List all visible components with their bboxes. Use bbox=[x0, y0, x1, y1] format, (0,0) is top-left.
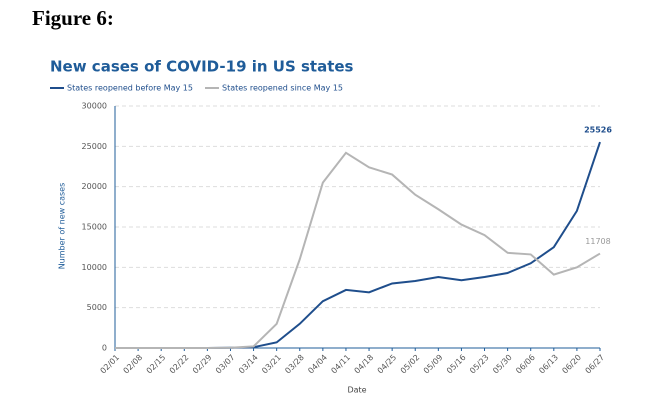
series-line bbox=[115, 141, 601, 349]
x-axis-label: Date bbox=[347, 386, 366, 395]
x-tick-label: 05/23 bbox=[468, 353, 491, 376]
series-line bbox=[115, 151, 601, 349]
x-tick-label: 03/07 bbox=[214, 353, 237, 376]
y-tick-label: 30000 bbox=[82, 102, 107, 111]
y-tick-label: 20000 bbox=[82, 182, 107, 191]
data-label: 11708 bbox=[585, 237, 610, 246]
legend-label: States reopened since May 15 bbox=[222, 84, 343, 93]
y-axis-label: Number of new cases bbox=[58, 183, 67, 270]
y-tick-label: 5000 bbox=[87, 303, 107, 312]
y-tick-label: 15000 bbox=[82, 223, 107, 232]
x-tick-label: 05/30 bbox=[491, 353, 514, 376]
y-tick-label: 10000 bbox=[82, 263, 107, 272]
x-tick-label: 02/22 bbox=[168, 353, 191, 376]
x-tick-label: 06/27 bbox=[584, 353, 607, 376]
legend-label: States reopened before May 15 bbox=[67, 84, 193, 93]
x-tick-label: 06/20 bbox=[560, 353, 583, 376]
x-tick-label: 03/21 bbox=[260, 353, 283, 376]
x-tick-label: 02/08 bbox=[122, 353, 145, 376]
chart-title: New cases of COVID-19 in US states bbox=[50, 58, 354, 76]
x-tick-label: 06/06 bbox=[514, 353, 537, 376]
x-tick-label: 05/09 bbox=[422, 353, 445, 376]
x-tick-label: 06/13 bbox=[537, 353, 560, 376]
y-tick-label: 0 bbox=[102, 344, 107, 353]
x-tick-label: 03/14 bbox=[237, 353, 260, 376]
x-tick-label: 02/15 bbox=[145, 353, 168, 376]
x-tick-label: 04/04 bbox=[306, 353, 329, 376]
x-tick-label: 02/29 bbox=[191, 353, 214, 376]
x-tick-label: 04/25 bbox=[376, 353, 399, 376]
x-tick-label: 02/01 bbox=[99, 353, 122, 376]
x-tick-label: 03/28 bbox=[283, 353, 306, 376]
data-label: 25526 bbox=[584, 126, 612, 135]
x-tick-label: 05/16 bbox=[445, 353, 468, 376]
y-tick-label: 25000 bbox=[82, 142, 107, 151]
x-tick-label: 05/02 bbox=[399, 353, 422, 376]
figure-heading: Figure 6: bbox=[32, 6, 114, 30]
x-tick-label: 04/18 bbox=[353, 353, 376, 376]
x-tick-label: 04/11 bbox=[329, 353, 352, 376]
